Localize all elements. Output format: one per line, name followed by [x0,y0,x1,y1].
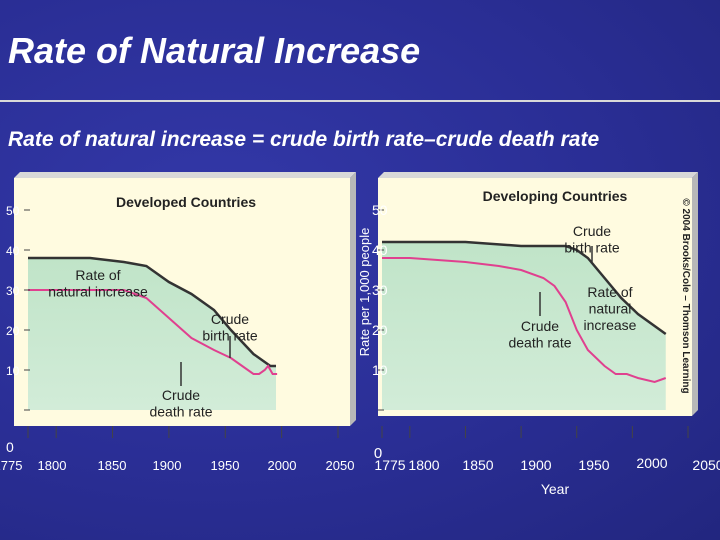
developing-title: Developing Countries [483,188,628,204]
death-rate-label: Crude death rate [149,387,212,420]
death-rate-line [28,289,278,375]
y-tick-label: 0 [6,439,14,455]
y-tick-label: 40 [6,244,20,258]
copyright-notice: © 2004 Brooks/Cole – Thomson Learning [680,198,691,393]
x-tick-label: 1850 [98,458,127,473]
y-tick-label: 30 [6,284,20,298]
x-tick-label: 1775 [0,458,22,473]
slide-title: Rate of Natural Increase [8,30,421,71]
area-fill [382,242,666,410]
death-rate-label: Crude death rate [508,318,571,351]
x-tick-label: 2050 [326,458,355,473]
y-tick-label: 50 [372,202,388,218]
x-tick-label: 1800 [38,458,67,473]
x-tick-label: 1850 [462,457,493,473]
birth-rate-label: Crude birth rate [202,311,257,344]
developed-panel: Rate of natural increase Crude birth rate Cr… [14,172,356,438]
birth-rate-line [28,256,276,368]
x-axis-label: Year [541,481,570,497]
y-tick-label: 10 [372,362,388,378]
y-axis-label: Rate per 1,000 people [357,228,372,357]
title-divider [0,100,720,102]
x-tick-label: 2000 [268,458,297,473]
y-tick-label: 10 [6,364,20,378]
area-fill [28,258,276,410]
y-tick-label: 20 [372,322,388,338]
natural-increase-label: Rate of natural increase [584,284,637,333]
y-tick-label: 40 [372,242,388,258]
birth-rate-line [382,240,667,336]
x-tick-label: 1800 [408,457,439,473]
x-tick-label: 1900 [153,458,182,473]
developed-title: Developed Countries [116,194,256,210]
x-tick-label: 1950 [578,457,609,473]
death-rate-line [382,257,667,384]
y-tick-label: 50 [6,204,20,218]
y-tick-label: 20 [6,324,20,338]
x-tick-label: 2050 [692,457,720,473]
x-tick-label: 2000 [636,455,667,471]
x-tick-label: 1950 [211,458,240,473]
formula-text: Rate of natural increase = crude birth r… [8,128,600,151]
natural-increase-label: Rate of natural increase [48,267,148,300]
x-tick-label: 1900 [520,457,551,473]
y-tick-label: 30 [372,282,388,298]
y-tick-label: 0 [374,445,382,462]
x-tick-label: 1775 [374,457,405,473]
